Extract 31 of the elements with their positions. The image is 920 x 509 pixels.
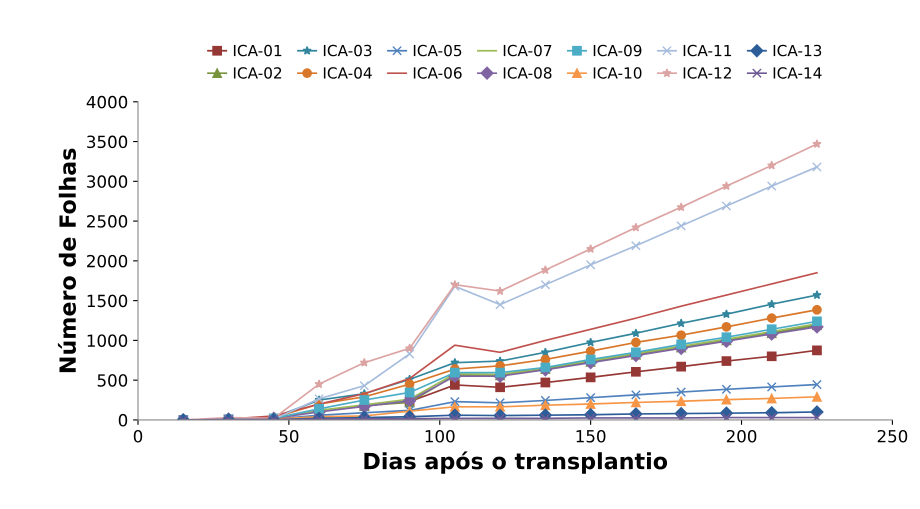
y-tick-label: 1000	[88, 334, 128, 347]
y-tick-label: 1500	[88, 294, 128, 308]
legend-label: ICA-14	[774, 67, 822, 79]
legend-label: ICA-06	[414, 67, 462, 79]
x-tick-label: 250	[878, 430, 908, 443]
legend-label: ICA-02	[234, 67, 282, 79]
x-tick-label: 50	[280, 430, 298, 443]
x-tick-label: 100	[426, 430, 455, 443]
y-tick-label: 3000	[87, 175, 128, 188]
legend-label: ICA-04	[324, 67, 372, 79]
y-tick-label: 3500	[87, 136, 128, 148]
y-tick-label: 0	[118, 414, 128, 426]
legend-label: ICA-05	[414, 44, 462, 56]
y-tick-label: 2000	[87, 254, 128, 268]
legend-label: ICA-03	[324, 44, 372, 56]
x-tick-label: 200	[726, 430, 756, 443]
legend-label: ICA-13	[774, 44, 822, 56]
legend-label: ICA-10	[594, 67, 642, 79]
x-tick-label: 150	[576, 430, 606, 443]
legend-label: ICA-08	[504, 67, 552, 79]
x-axis-title: Dias após o transplantio	[364, 451, 668, 474]
y-axis-title: Número de Folhas	[58, 148, 76, 372]
x-tick-label: 0	[134, 430, 142, 443]
legend-label: ICA-11	[684, 44, 732, 56]
y-tick-label: 4000	[86, 96, 128, 108]
legend-label: ICA-09	[594, 44, 642, 56]
y-tick-label: 2500	[87, 215, 128, 228]
y-tick-label: 500	[98, 374, 128, 387]
legend-label: ICA-07	[504, 44, 552, 56]
legend-label: ICA-01	[234, 44, 282, 56]
legend-label: ICA-12	[684, 67, 731, 79]
